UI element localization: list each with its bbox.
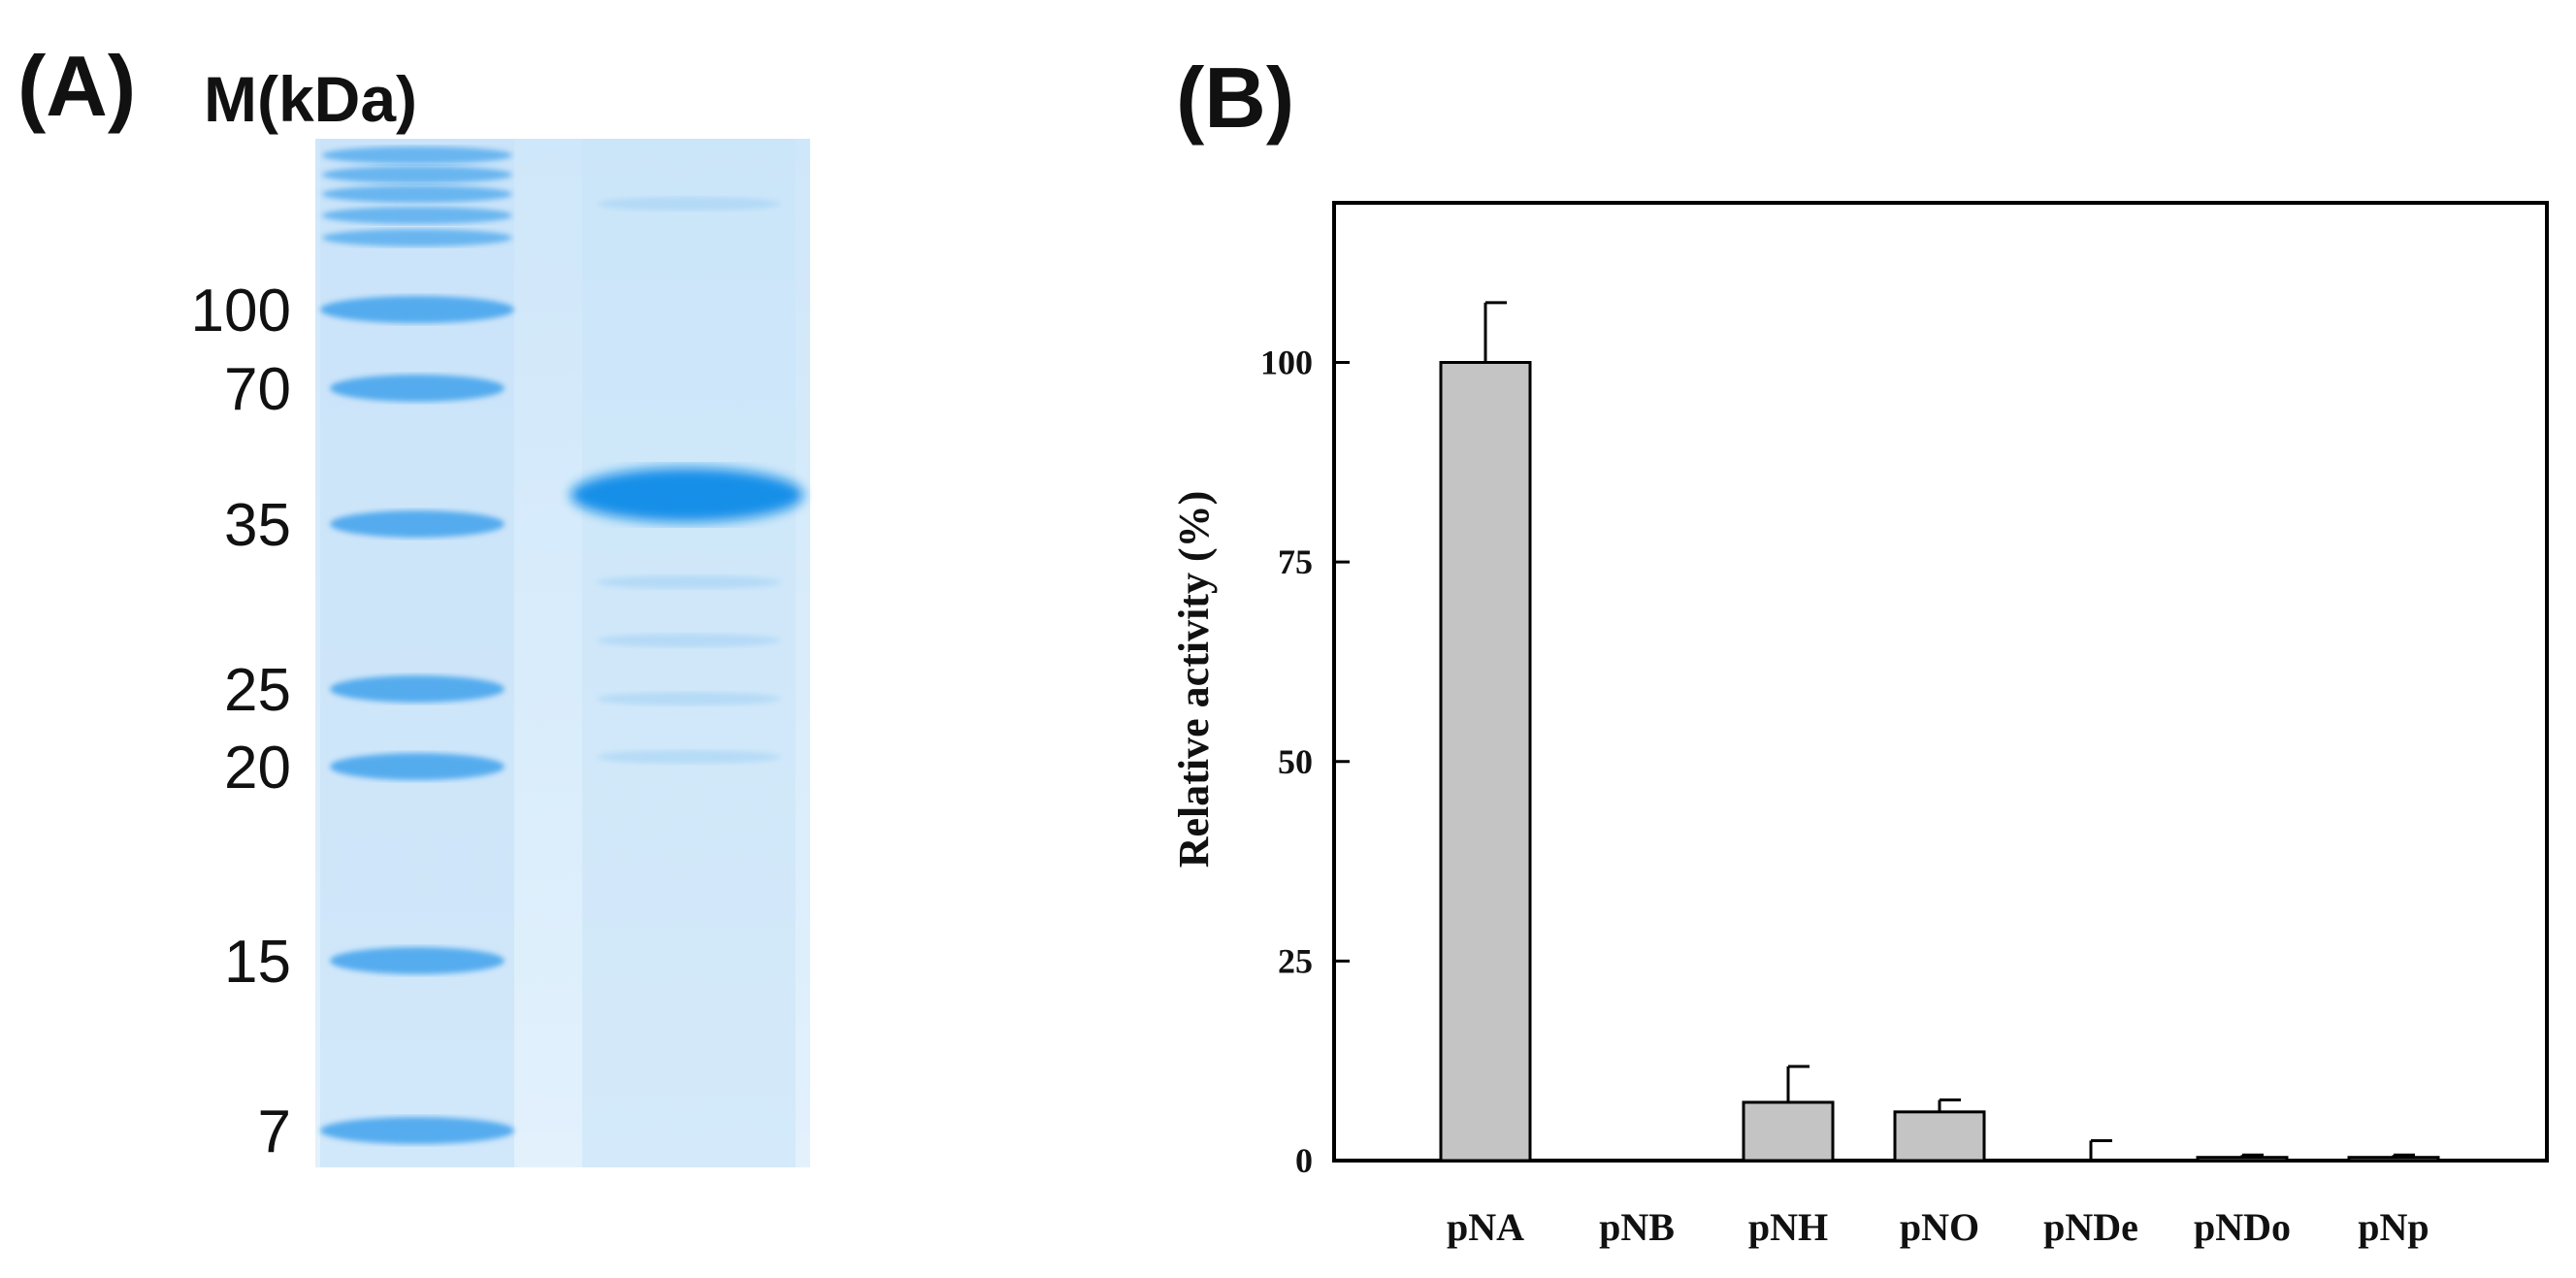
y-tick-label: 0	[1295, 1141, 1313, 1180]
bar-pNO	[1893, 1110, 1986, 1163]
marker-header: M(kDa)	[204, 63, 417, 135]
ladder-band	[330, 947, 505, 974]
ladder-band	[322, 229, 512, 246]
x-tick-labels: pNA pNB pNH pNO pNDe pNDo pNp	[1447, 1205, 2429, 1249]
target-protein-band	[571, 468, 803, 522]
y-axis-ticks: 0 25 50 75 100	[1260, 344, 1350, 1180]
bar-pNp	[2347, 1156, 2440, 1163]
y-tick-label: 100	[1260, 344, 1313, 382]
panel-a-label: (A)	[17, 38, 137, 134]
marker-label-20: 20	[224, 735, 291, 802]
x-tick-label-pNA: pNA	[1447, 1205, 1524, 1249]
faint-band	[597, 575, 781, 589]
ladder-bands	[320, 147, 514, 1144]
sample-lane	[582, 139, 796, 1167]
faint-band	[597, 197, 781, 211]
marker-label-7: 7	[258, 1098, 291, 1165]
y-tick-label: 75	[1278, 542, 1313, 581]
y-axis-label: Relative activity (%)	[1170, 491, 1218, 868]
ladder-band	[322, 147, 512, 164]
x-tick-label-pNO: pNO	[1900, 1205, 1979, 1249]
ladder-band	[322, 185, 512, 203]
marker-labels: 100 70 35 25 20 15 7	[191, 278, 291, 1165]
error-bars	[1484, 301, 2415, 1161]
bar-pNH	[1742, 1100, 1835, 1163]
ladder-band	[330, 375, 505, 402]
marker-label-35: 35	[224, 492, 291, 559]
ladder-band	[330, 675, 505, 703]
ladder-band	[322, 166, 512, 183]
ladder-band	[330, 510, 505, 538]
ladder-band	[322, 207, 512, 224]
panel-b-label: (B)	[1176, 49, 1295, 146]
ladder-band	[330, 753, 505, 780]
ladder-band	[320, 1117, 514, 1144]
faint-band	[597, 750, 781, 764]
x-tick-label-pNH: pNH	[1748, 1205, 1828, 1249]
marker-label-100: 100	[191, 278, 291, 344]
y-tick-label: 50	[1278, 742, 1313, 781]
marker-label-15: 15	[224, 929, 291, 996]
bar-pNDo	[2196, 1156, 2289, 1163]
marker-label-25: 25	[224, 657, 291, 724]
x-tick-label-pNp: pNp	[2358, 1205, 2429, 1249]
x-tick-label-pNDe: pNDe	[2043, 1205, 2138, 1249]
marker-label-70: 70	[224, 356, 291, 423]
x-tick-label-pNDo: pNDo	[2194, 1205, 2291, 1249]
faint-band	[597, 692, 781, 705]
faint-band	[597, 634, 781, 647]
x-tick-label-pNB: pNB	[1599, 1205, 1675, 1249]
y-tick-label: 25	[1278, 941, 1313, 980]
sample-bands	[571, 197, 803, 764]
bars	[1439, 361, 2440, 1163]
ladder-band	[320, 296, 514, 323]
bar-pNA	[1439, 361, 1532, 1163]
